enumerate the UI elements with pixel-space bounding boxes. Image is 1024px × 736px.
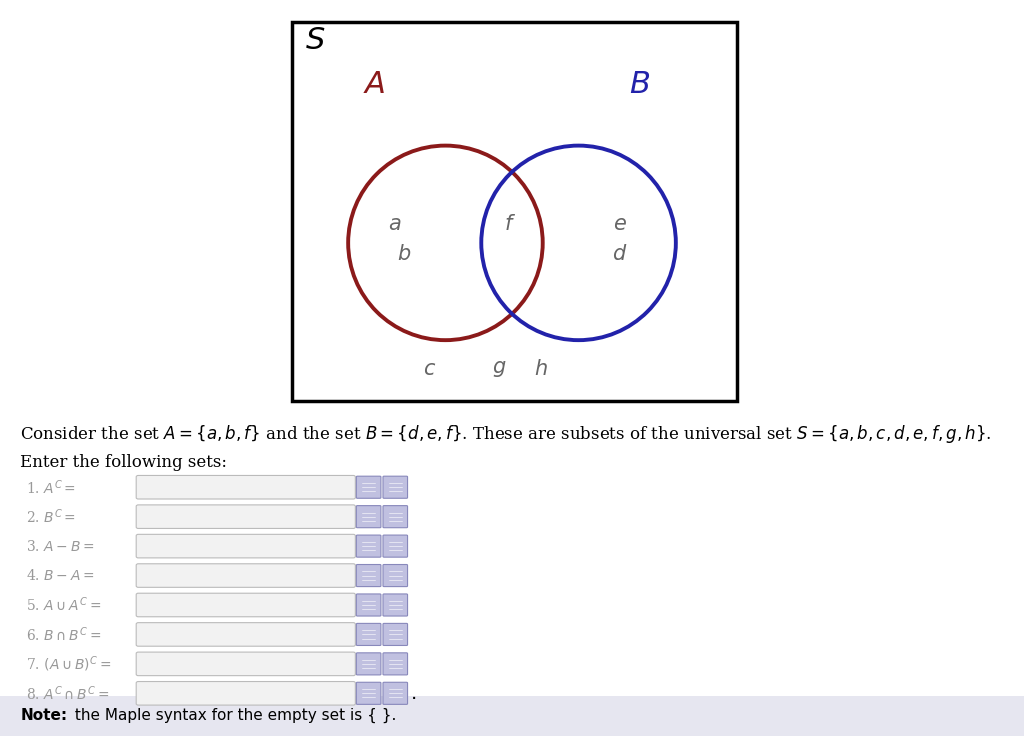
Text: $a$: $a$ <box>387 215 401 234</box>
Text: .: . <box>411 684 417 703</box>
FancyBboxPatch shape <box>136 652 355 676</box>
Text: $h$: $h$ <box>534 359 548 380</box>
FancyBboxPatch shape <box>383 682 408 704</box>
FancyBboxPatch shape <box>356 653 381 675</box>
FancyBboxPatch shape <box>383 506 408 528</box>
Text: 6. $B \cap B^C =$: 6. $B \cap B^C =$ <box>26 625 100 644</box>
FancyBboxPatch shape <box>0 696 1024 736</box>
FancyBboxPatch shape <box>383 653 408 675</box>
Text: Enter the following sets:: Enter the following sets: <box>20 453 227 471</box>
Text: 7. $(A \cup B)^C =$: 7. $(A \cup B)^C =$ <box>26 654 111 673</box>
FancyBboxPatch shape <box>356 506 381 528</box>
FancyBboxPatch shape <box>356 594 381 616</box>
FancyBboxPatch shape <box>356 682 381 704</box>
FancyBboxPatch shape <box>356 623 381 645</box>
Text: $e$: $e$ <box>612 215 627 234</box>
Text: 2. $B^C =$: 2. $B^C =$ <box>26 507 76 526</box>
Text: 4. $B - A =$: 4. $B - A =$ <box>26 568 94 583</box>
Text: the Maple syntax for the empty set is { }.: the Maple syntax for the empty set is { … <box>70 708 396 723</box>
FancyBboxPatch shape <box>356 565 381 587</box>
FancyBboxPatch shape <box>383 594 408 616</box>
FancyBboxPatch shape <box>136 682 355 705</box>
FancyBboxPatch shape <box>136 475 355 499</box>
FancyBboxPatch shape <box>356 535 381 557</box>
Text: $A$: $A$ <box>362 69 385 100</box>
FancyBboxPatch shape <box>292 22 737 401</box>
Text: 1. $A^C =$: 1. $A^C =$ <box>26 478 76 497</box>
Text: 5. $A \cup A^C =$: 5. $A \cup A^C =$ <box>26 595 100 615</box>
FancyBboxPatch shape <box>383 565 408 587</box>
Text: 3. $A - B =$: 3. $A - B =$ <box>26 539 94 553</box>
Text: $f$: $f$ <box>504 214 516 235</box>
Text: $B$: $B$ <box>630 69 650 100</box>
Text: $b$: $b$ <box>397 244 412 264</box>
FancyBboxPatch shape <box>136 564 355 587</box>
Text: Note:: Note: <box>20 708 68 723</box>
FancyBboxPatch shape <box>136 534 355 558</box>
FancyBboxPatch shape <box>136 593 355 617</box>
Text: $d$: $d$ <box>612 244 627 264</box>
Text: $S$: $S$ <box>305 25 326 56</box>
Text: $c$: $c$ <box>424 360 436 379</box>
FancyBboxPatch shape <box>383 623 408 645</box>
FancyBboxPatch shape <box>356 476 381 498</box>
Text: Consider the set $A = \{a, b, f\}$ and the set $B = \{d, e, f\}$. These are subs: Consider the set $A = \{a, b, f\}$ and t… <box>20 423 992 445</box>
FancyBboxPatch shape <box>136 505 355 528</box>
FancyBboxPatch shape <box>383 476 408 498</box>
Text: $g$: $g$ <box>493 359 507 380</box>
Text: 8. $A^C \cap B^C =$: 8. $A^C \cap B^C =$ <box>26 684 109 703</box>
FancyBboxPatch shape <box>383 535 408 557</box>
FancyBboxPatch shape <box>136 623 355 646</box>
